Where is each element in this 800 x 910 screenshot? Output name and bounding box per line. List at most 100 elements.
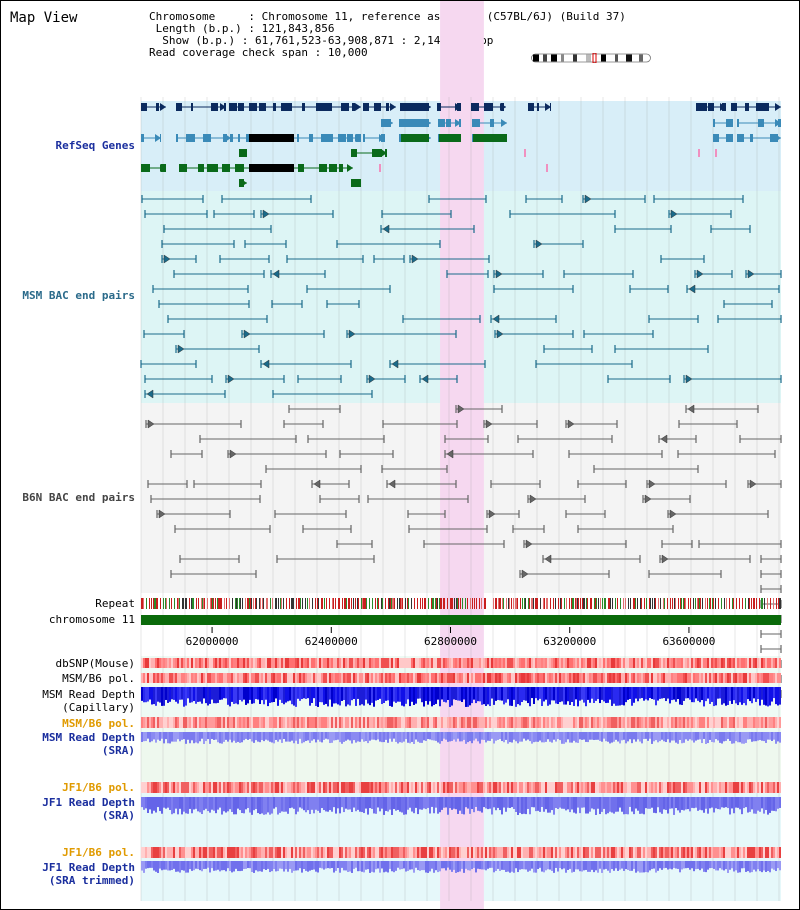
jf1-trimmed-depth-bar: [489, 861, 491, 868]
jf1-sra-depth-bar: [433, 797, 435, 814]
jf1-trimmed-depth-bar: [151, 861, 153, 868]
msm-b6-pol-heat-cell: [369, 673, 371, 683]
jf1-trimmed-depth-bar: [725, 861, 727, 870]
jf1-b6-pol2-heat-cell: [213, 847, 215, 858]
jf1-b6-pol-heat-cell: [723, 782, 725, 793]
msm-capillary-depth-bar: [723, 687, 725, 704]
track-label-jf1-b6-pol-2[interactable]: JF1/B6 pol.: [62, 846, 135, 859]
jf1-trimmed-depth-bar: [709, 861, 711, 869]
dbsnp-heat-cell: [403, 658, 405, 668]
repeat-element: [358, 598, 359, 609]
refseq-gene-row1-exon: [156, 103, 159, 111]
jf1-sra-depth-bar: [605, 797, 607, 815]
msm-sra-depth-bar: [475, 732, 477, 739]
chromosome-ideogram[interactable]: [531, 53, 651, 63]
jf1-trimmed-depth-bar: [563, 861, 565, 869]
msm-bac-pair-orientation: [382, 224, 390, 234]
dbsnp-heat-cell: [731, 658, 733, 668]
jf1-trimmed-depth-bar: [765, 861, 767, 872]
repeat-element: [729, 598, 730, 609]
jf1-sra-depth-bar: [625, 797, 627, 815]
track-label-msm-b6-pol-2[interactable]: MSM/B6 pol.: [62, 717, 135, 730]
repeat-element: [397, 598, 398, 609]
repeat-element: [630, 598, 631, 609]
repeat-element: [165, 598, 166, 609]
jf1-b6-pol2-heat-cell: [287, 847, 289, 858]
msm-capillary-depth-bar: [473, 687, 475, 700]
jf1-b6-pol-heat-cell: [309, 782, 311, 793]
msm-b6-pol-heat-cell: [653, 673, 655, 683]
jf1-b6-pol2-heat-cell: [293, 847, 295, 858]
msm-capillary-depth-bar: [381, 687, 383, 705]
repeat-element: [390, 598, 391, 609]
msm-capillary-depth-bar: [469, 687, 471, 706]
jf1-trimmed-depth-bar: [235, 861, 237, 869]
repeat-element: [256, 598, 257, 609]
jf1-sra-depth-bar: [771, 797, 773, 811]
track-label-repeat[interactable]: Repeat: [95, 597, 135, 610]
track-label-jf1-b6-pol-1[interactable]: JF1/B6 pol.: [62, 781, 135, 794]
msm-sra-depth-bar: [417, 732, 419, 742]
jf1-sra-depth-bar: [519, 797, 521, 813]
repeat-element: [344, 598, 345, 609]
dbsnp-heat-cell: [141, 658, 143, 668]
msm-b6-pol2-heat-cell: [289, 717, 291, 728]
jf1-sra-depth-bar: [163, 797, 165, 808]
track-label-msm-depth-capillary[interactable]: MSM Read Depth (Capillary): [1, 688, 135, 714]
track-label-refseq[interactable]: RefSeq Genes: [55, 139, 135, 152]
msm-b6-pol2-heat-cell: [333, 717, 335, 728]
msm-sra-depth-bar: [537, 732, 539, 742]
jf1-b6-pol2-heat-cell: [159, 847, 161, 858]
jf1-b6-pol2-heat-cell: [205, 847, 207, 858]
repeat-element: [217, 598, 218, 609]
jf1-sra-depth-bar: [779, 797, 781, 808]
msm-capillary-depth-bar: [249, 687, 251, 700]
track-label-b6n-bac[interactable]: B6N BAC end pairs: [22, 491, 135, 504]
track-label-jf1-depth-trimmed[interactable]: JF1 Read Depth (SRA trimmed): [1, 861, 135, 887]
dbsnp-heat-cell: [309, 658, 311, 668]
jf1-b6-pol2-heat-cell: [643, 847, 645, 858]
jf1-sra-depth-bar: [517, 797, 519, 815]
msm-b6-pol-heat-cell: [401, 673, 403, 683]
msm-sra-depth-bar: [721, 732, 723, 744]
repeat-element: [232, 598, 233, 609]
track-label-jf1-depth-sra[interactable]: JF1 Read Depth (SRA): [1, 796, 135, 822]
msm-sra-depth-bar: [229, 732, 231, 740]
repeat-element: [286, 598, 287, 609]
track-label-msm-b6-pol-1[interactable]: MSM/B6 pol.: [62, 672, 135, 685]
msm-b6-pol2-heat-cell: [185, 717, 187, 728]
msm-b6-pol2-heat-cell: [765, 717, 767, 728]
jf1-b6-pol-heat-cell: [331, 782, 333, 793]
msm-sra-depth-bar: [191, 732, 193, 741]
repeat-element: [443, 598, 444, 609]
jf1-b6-pol-heat-cell: [597, 782, 599, 793]
jf1-trimmed-depth-bar: [165, 861, 167, 870]
jf1-b6-pol2-heat-cell: [181, 847, 183, 858]
jf1-sra-depth-bar: [685, 797, 687, 810]
jf1-trimmed-depth-bar: [203, 861, 205, 869]
track-label-msm-bac[interactable]: MSM BAC end pairs: [22, 289, 135, 302]
refseq-gene-green: [473, 134, 507, 142]
jf1-b6-pol-heat-cell: [497, 782, 499, 793]
length-value: 121,843,856: [261, 22, 335, 35]
dbsnp-heat-cell: [487, 658, 489, 668]
repeat-element: [732, 598, 733, 609]
repeat-element: [754, 598, 755, 609]
track-label-dbsnp[interactable]: dbSNP(Mouse): [55, 657, 135, 670]
msm-b6-pol2-heat-cell: [397, 717, 399, 728]
msm-capillary-depth-bar: [623, 687, 625, 706]
track-label-msm-depth-sra[interactable]: MSM Read Depth (SRA): [1, 731, 135, 757]
msm-b6-pol2-heat-cell: [331, 717, 333, 728]
msm-b6-pol-heat-cell: [679, 673, 681, 683]
jf1-trimmed-depth-bar: [759, 861, 761, 872]
jf1-trimmed-depth-bar: [573, 861, 575, 872]
repeat-element: [776, 598, 777, 609]
dbsnp-heat-cell: [219, 658, 221, 668]
track-label-chromosome[interactable]: chromosome 11: [48, 613, 135, 626]
msm-capillary-depth-bar: [269, 687, 271, 703]
dbsnp-heat-cell: [429, 658, 431, 668]
repeat-element: [298, 598, 299, 609]
msm-capillary-depth-bar: [463, 687, 465, 700]
msm-b6-pol2-heat-cell: [583, 717, 585, 728]
